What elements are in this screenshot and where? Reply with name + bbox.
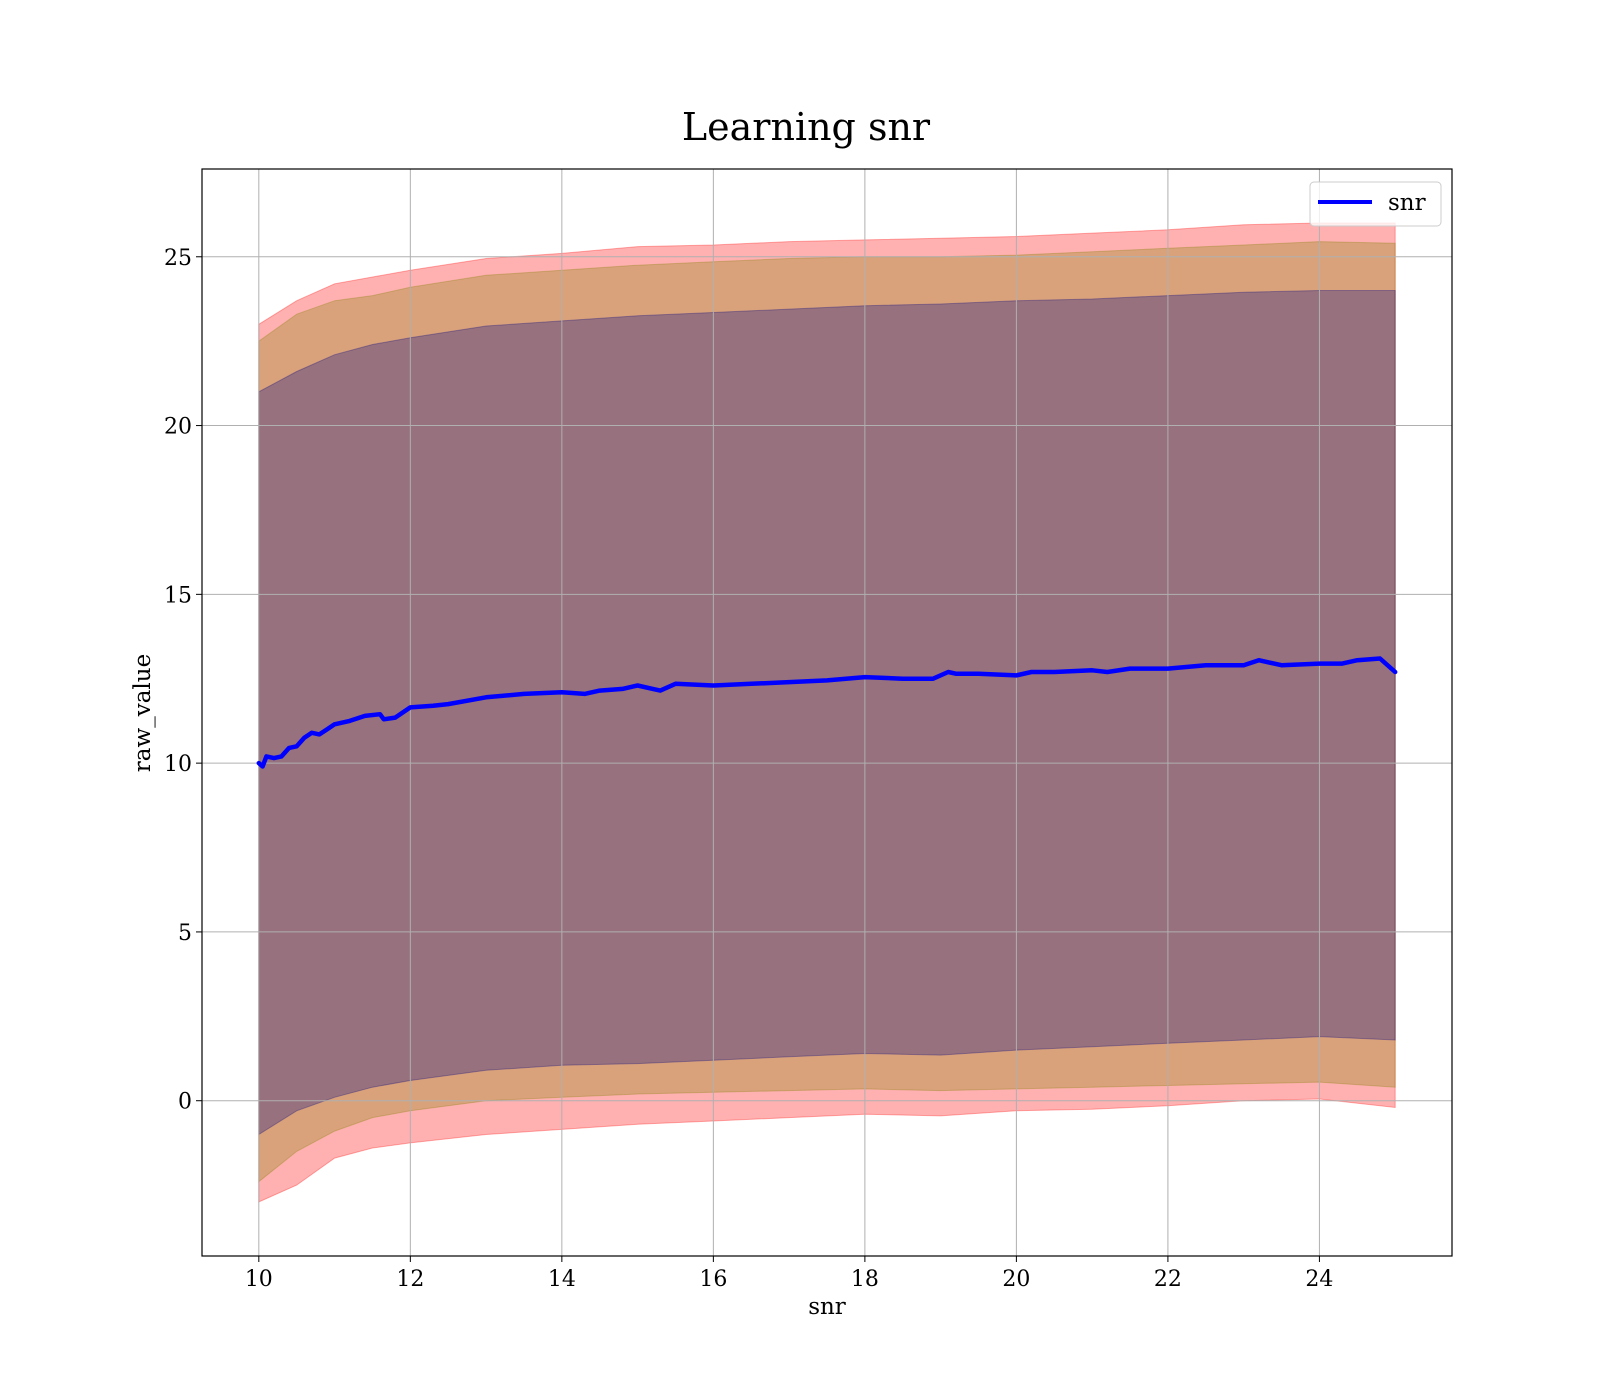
y-tick-label: 15	[164, 583, 192, 608]
grid	[202, 169, 1452, 1256]
series-line-snr	[256, 656, 1398, 769]
legend: snr	[1309, 181, 1442, 227]
confidence-band-3	[258, 290, 1396, 1136]
y-axis-ticks: 0 5 10 15 20 25	[164, 246, 202, 1115]
confidence-bands	[258, 222, 1396, 1203]
x-tick-label: 10	[245, 1267, 273, 1292]
chart-title: Learning snr	[682, 105, 931, 149]
legend-label: snr	[1388, 190, 1426, 216]
y-tick-label: 20	[164, 415, 192, 440]
x-tick-label: 12	[396, 1267, 424, 1292]
plot-frame	[201, 168, 1453, 1257]
y-tick-label: 5	[178, 921, 192, 946]
y-tick-label: 0	[178, 1090, 192, 1115]
x-tick-label: 14	[548, 1267, 576, 1292]
y-tick-label: 10	[164, 752, 192, 777]
y-axis-label: raw_value	[130, 654, 156, 772]
x-tick-label: 22	[1154, 1267, 1182, 1292]
x-tick-label: 16	[699, 1267, 727, 1292]
x-axis-label: snr	[808, 1294, 846, 1320]
x-tick-label: 20	[1002, 1267, 1030, 1292]
x-axis-ticks: 10 12 14 16 18 20 22 24	[245, 1256, 1333, 1292]
y-tick-label: 25	[164, 246, 192, 271]
x-tick-label: 18	[851, 1267, 879, 1292]
legend-box	[1309, 181, 1442, 227]
x-tick-label: 24	[1305, 1267, 1333, 1292]
series-lines	[256, 656, 1398, 769]
